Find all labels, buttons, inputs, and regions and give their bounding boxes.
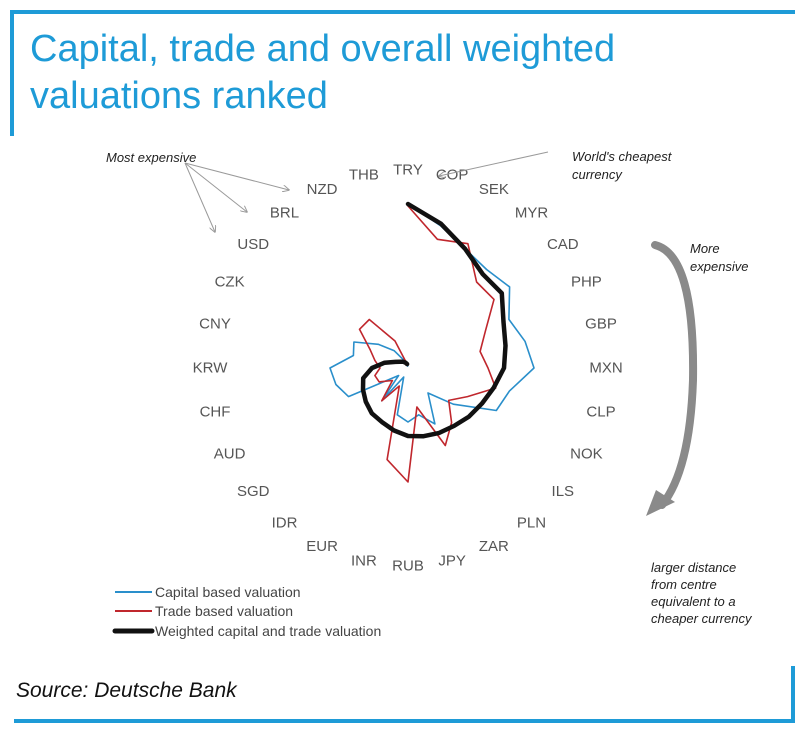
more-expensive-note-line1: More <box>690 241 720 256</box>
category-label-inr: INR <box>351 553 377 570</box>
category-label-usd: USD <box>237 236 269 253</box>
category-labels: TRY COP SEK MYR CAD PHP GBP MXN CLP NOK ILS PLN ZAR J… <box>193 162 623 575</box>
category-label-nzd: NZD <box>307 181 338 198</box>
most-expensive-note: Most expensive <box>106 150 196 165</box>
arrow-to-brl <box>184 162 215 232</box>
category-label-nok: NOK <box>570 445 603 462</box>
category-label-brl: BRL <box>270 205 299 222</box>
category-label-zar: ZAR <box>479 538 509 555</box>
category-label-krw: KRW <box>193 360 229 377</box>
category-label-try: TRY <box>393 162 423 179</box>
category-label-cny: CNY <box>199 315 231 332</box>
legend: Capital based valuation Trade based valu… <box>112 584 381 639</box>
category-label-ils: ILS <box>552 483 575 500</box>
category-label-sgd: SGD <box>237 483 270 500</box>
series-trade <box>358 205 497 483</box>
series-weighted <box>360 201 508 439</box>
legend-label-capital: Capital based valuation <box>155 584 301 600</box>
category-label-czk: CZK <box>215 274 245 291</box>
arrow-to-nzd <box>184 162 247 212</box>
category-label-idr: IDR <box>272 514 298 531</box>
distance-note-line1: larger distance <box>651 560 736 575</box>
worlds-cheapest-note-line2: currency <box>572 167 623 182</box>
category-label-eur: EUR <box>306 538 338 555</box>
top-rule <box>10 10 795 14</box>
category-label-aud: AUD <box>214 445 246 462</box>
legend-label-trade: Trade based valuation <box>155 603 293 619</box>
series-layer <box>329 201 535 483</box>
right-rule <box>791 666 795 723</box>
more-expensive-arrow <box>646 241 698 516</box>
distance-note-line4: cheaper currency <box>651 611 753 626</box>
category-label-rub: RUB <box>392 558 424 575</box>
category-label-cad: CAD <box>547 236 579 253</box>
category-label-php: PHP <box>571 274 602 291</box>
distance-note-line3: equivalent to a <box>651 594 736 609</box>
distance-note-line2: from centre <box>651 577 717 592</box>
series-line-weighted <box>360 201 508 439</box>
category-label-cop: COP <box>436 167 469 184</box>
category-label-sek: SEK <box>479 181 509 198</box>
legend-label-weighted: Weighted capital and trade valuation <box>155 623 381 639</box>
left-rule <box>10 10 14 136</box>
category-label-myr: MYR <box>515 205 549 222</box>
chart-title: Capital, trade and overall weighted valu… <box>30 28 616 117</box>
category-label-thb: THB <box>349 167 379 184</box>
category-label-jpy: JPY <box>438 553 466 570</box>
category-label-chf: CHF <box>200 404 231 421</box>
bottom-rule <box>14 719 795 723</box>
more-expensive-note-line2: expensive <box>690 259 749 274</box>
source-note: Source: Deutsche Bank <box>16 679 237 702</box>
category-label-clp: CLP <box>586 404 615 421</box>
category-label-pln: PLN <box>517 514 546 531</box>
series-capital <box>329 203 535 425</box>
series-line-capital <box>329 203 535 425</box>
arrow-to-thb <box>184 162 289 190</box>
category-label-gbp: GBP <box>585 315 617 332</box>
pointer-arrows <box>184 151 549 232</box>
series-line-trade <box>358 205 497 483</box>
arrow-to-try <box>439 151 549 176</box>
worlds-cheapest-note-line1: World's cheapest <box>572 149 673 164</box>
category-label-mxn: MXN <box>589 360 622 377</box>
